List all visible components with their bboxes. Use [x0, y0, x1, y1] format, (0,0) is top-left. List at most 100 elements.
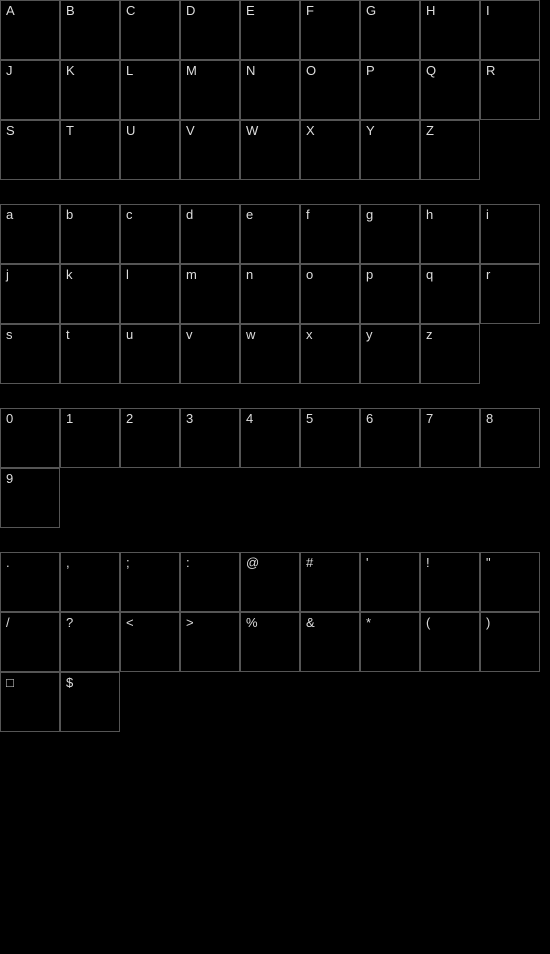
glyph-cell: 7: [420, 408, 480, 468]
glyph-section-lowercase: abcdefghijklmnopqrstuvwxyz: [0, 204, 550, 384]
glyph-label: E: [246, 3, 255, 18]
glyph-cell: y: [360, 324, 420, 384]
glyph-cell: <: [120, 612, 180, 672]
glyph-cell: □: [0, 672, 60, 732]
glyph-label: S: [6, 123, 15, 138]
glyph-cell: u: [120, 324, 180, 384]
glyph-cell: n: [240, 264, 300, 324]
section-gap: [0, 180, 550, 204]
glyph-label: 3: [186, 411, 194, 426]
glyph-label: $: [66, 675, 74, 690]
glyph-section-symbols: .,;:@#'!"/?<>%&*()□$: [0, 552, 550, 732]
glyph-cell: .: [0, 552, 60, 612]
glyph-cell: l: [120, 264, 180, 324]
glyph-label: g: [366, 207, 374, 222]
glyph-label: X: [306, 123, 315, 138]
glyph-label: 6: [366, 411, 374, 426]
glyph-label: D: [186, 3, 196, 18]
glyph-label: C: [126, 3, 136, 18]
glyph-cell: ": [480, 552, 540, 612]
glyph-label: □: [6, 675, 14, 690]
glyph-cell: C: [120, 0, 180, 60]
glyph-cell: /: [0, 612, 60, 672]
glyph-cell: B: [60, 0, 120, 60]
glyph-cell: F: [300, 0, 360, 60]
glyph-cell: e: [240, 204, 300, 264]
glyph-cell: 4: [240, 408, 300, 468]
glyph-cell: a: [0, 204, 60, 264]
glyph-label: v: [186, 327, 193, 342]
glyph-cell: W: [240, 120, 300, 180]
glyph-label: m: [186, 267, 197, 282]
glyph-cell: A: [0, 0, 60, 60]
glyph-cell: $: [60, 672, 120, 732]
glyph-cell: ?: [60, 612, 120, 672]
glyph-cell: k: [60, 264, 120, 324]
glyph-section-uppercase: ABCDEFGHIJKLMNOPQRSTUVWXYZ: [0, 0, 550, 180]
glyph-label: U: [126, 123, 136, 138]
glyph-cell: t: [60, 324, 120, 384]
glyph-label: ,: [66, 555, 70, 570]
glyph-label: V: [186, 123, 195, 138]
glyph-label: <: [126, 615, 134, 630]
glyph-label: y: [366, 327, 373, 342]
glyph-cell: O: [300, 60, 360, 120]
section-gap: [0, 384, 550, 408]
glyph-cell: K: [60, 60, 120, 120]
glyph-cell: 9: [0, 468, 60, 528]
glyph-label: t: [66, 327, 70, 342]
glyph-label: e: [246, 207, 254, 222]
glyph-cell: i: [480, 204, 540, 264]
glyph-label: f: [306, 207, 310, 222]
glyph-cell: (: [420, 612, 480, 672]
glyph-cell: ': [360, 552, 420, 612]
glyph-cell: E: [240, 0, 300, 60]
glyph-cell: #: [300, 552, 360, 612]
glyph-cell: I: [480, 0, 540, 60]
glyph-label: K: [66, 63, 75, 78]
glyph-label: j: [6, 267, 9, 282]
glyph-label: s: [6, 327, 13, 342]
glyph-label: Z: [426, 123, 434, 138]
glyph-cell: T: [60, 120, 120, 180]
glyph-label: k: [66, 267, 73, 282]
glyph-cell: 0: [0, 408, 60, 468]
glyph-cell: H: [420, 0, 480, 60]
glyph-label: P: [366, 63, 375, 78]
glyph-label: I: [486, 3, 490, 18]
glyph-cell: c: [120, 204, 180, 264]
glyph-cell: w: [240, 324, 300, 384]
glyph-cell: *: [360, 612, 420, 672]
glyph-label: >: [186, 615, 194, 630]
glyph-section-digits: 0123456789: [0, 408, 550, 528]
glyph-cell: v: [180, 324, 240, 384]
glyph-label: r: [486, 267, 491, 282]
glyph-cell: 8: [480, 408, 540, 468]
section-gap: [0, 528, 550, 552]
glyph-label: a: [6, 207, 14, 222]
glyph-label: &: [306, 615, 315, 630]
glyph-cell: 3: [180, 408, 240, 468]
glyph-cell: &: [300, 612, 360, 672]
glyph-label: o: [306, 267, 314, 282]
glyph-label: .: [6, 555, 10, 570]
glyph-cell: z: [420, 324, 480, 384]
glyph-cell: N: [240, 60, 300, 120]
glyph-label: x: [306, 327, 313, 342]
glyph-cell: Y: [360, 120, 420, 180]
glyph-cell: 1: [60, 408, 120, 468]
glyph-cell: s: [0, 324, 60, 384]
glyph-label: l: [126, 267, 129, 282]
glyph-label: #: [306, 555, 314, 570]
glyph-label: b: [66, 207, 74, 222]
glyph-cell: 6: [360, 408, 420, 468]
glyph-label: i: [486, 207, 489, 222]
glyph-label: !: [426, 555, 430, 570]
glyph-cell: U: [120, 120, 180, 180]
glyph-label: J: [6, 63, 13, 78]
glyph-label: L: [126, 63, 134, 78]
glyph-cell: j: [0, 264, 60, 324]
glyph-label: c: [126, 207, 133, 222]
glyph-label: d: [186, 207, 194, 222]
glyph-label: 7: [426, 411, 434, 426]
